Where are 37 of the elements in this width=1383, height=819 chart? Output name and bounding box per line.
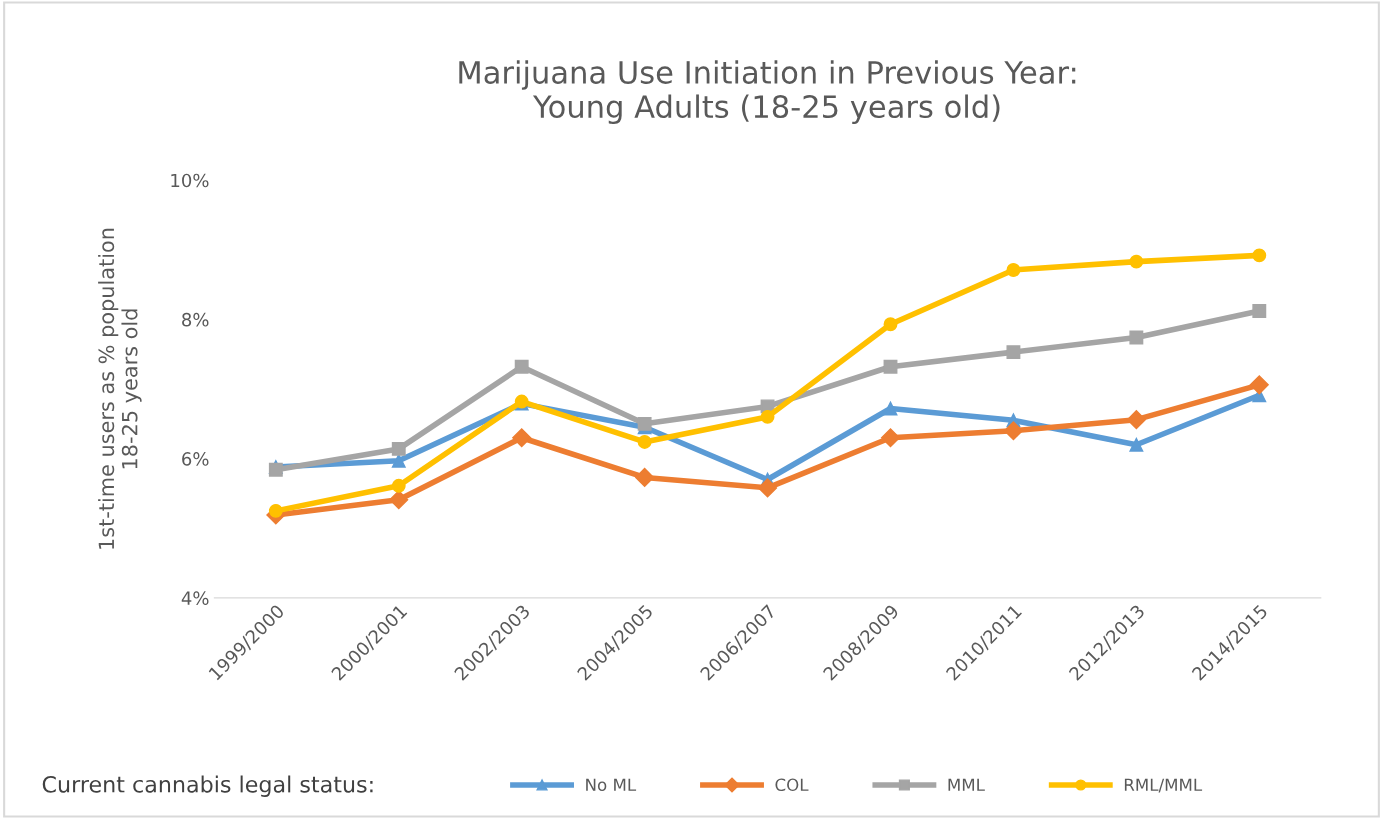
y-tick-label: 4% xyxy=(181,591,209,605)
point xyxy=(760,409,775,424)
point xyxy=(1003,421,1023,441)
y-tick-label: 8% xyxy=(182,312,209,327)
point xyxy=(1129,254,1144,269)
point xyxy=(391,478,406,493)
point xyxy=(1006,345,1021,360)
point xyxy=(883,317,898,332)
point xyxy=(635,467,655,487)
point xyxy=(1249,375,1269,395)
y-axis-title: 1st-time users as % population 18-25 years old xyxy=(98,228,142,549)
point xyxy=(1252,248,1267,263)
legend-title: Current cannabis legal status: xyxy=(42,775,373,797)
point xyxy=(514,359,529,374)
legend-label: COL xyxy=(775,778,809,792)
legend-label: No ML xyxy=(586,778,637,792)
y-tick-label: 10% xyxy=(171,173,209,188)
point xyxy=(1126,410,1146,430)
point xyxy=(1129,330,1144,345)
legend-label: MML xyxy=(948,778,985,791)
point xyxy=(883,401,898,416)
point xyxy=(389,490,409,510)
point xyxy=(1252,304,1267,319)
point xyxy=(391,441,406,456)
point xyxy=(391,453,406,468)
point xyxy=(880,428,901,448)
chart-title: Marijuana Use Initiation in Previous Year: Young Adults (18-25 years old) xyxy=(459,60,1076,125)
point xyxy=(268,503,283,518)
point xyxy=(512,428,532,448)
point xyxy=(1129,437,1144,452)
y-tick-label: 6% xyxy=(182,452,209,466)
point xyxy=(1006,263,1021,277)
point xyxy=(883,359,898,374)
point xyxy=(637,434,652,449)
legend-label: RML/MML xyxy=(1124,778,1203,793)
point xyxy=(637,416,652,431)
point xyxy=(758,478,778,498)
